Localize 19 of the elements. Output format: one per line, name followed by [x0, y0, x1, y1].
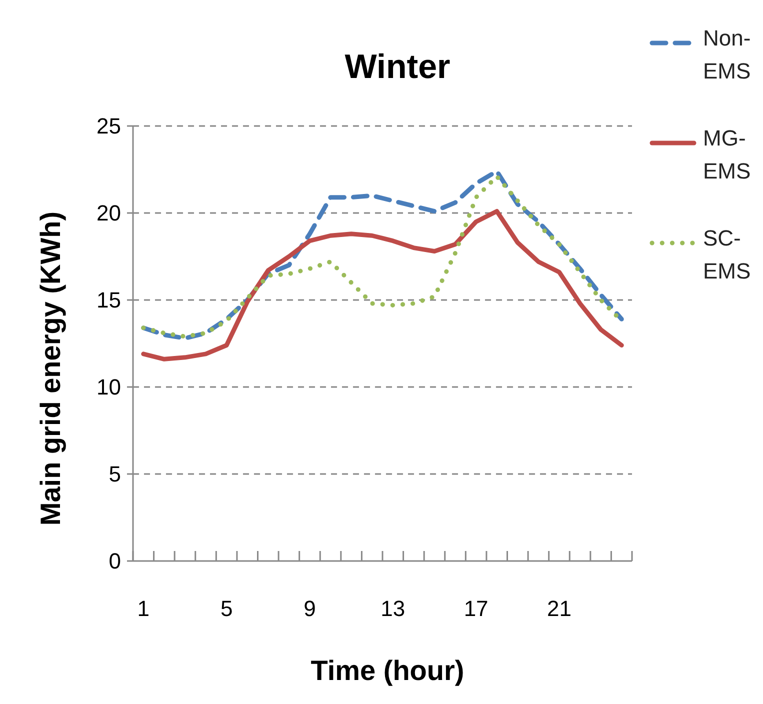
x-tick-label: 21 — [546, 596, 572, 621]
x-tick-label: 5 — [220, 596, 233, 621]
legend-label: MG-EMS — [703, 126, 751, 184]
legend-label: Non-EMS — [703, 26, 751, 84]
y-tick-label: 5 — [108, 462, 121, 487]
y-tick-label: 10 — [96, 374, 121, 400]
x-tick-label: 13 — [380, 596, 406, 621]
x-tick-label: 1 — [137, 596, 150, 621]
x-axis-title: Time (hour) — [310, 655, 464, 686]
x-tick-label: 17 — [464, 596, 488, 621]
y-tick-label: 25 — [96, 114, 121, 139]
y-tick-label: 20 — [96, 200, 121, 226]
legend-label: SC-EMS — [703, 226, 751, 284]
y-tick-label: 15 — [96, 288, 121, 313]
y-tick-label: 0 — [108, 548, 121, 574]
chart-title: Winter — [344, 48, 450, 86]
y-axis-title: Main grid energy (KWh) — [35, 211, 66, 526]
x-tick-label: 9 — [304, 596, 316, 621]
line-series — [141, 209, 624, 362]
